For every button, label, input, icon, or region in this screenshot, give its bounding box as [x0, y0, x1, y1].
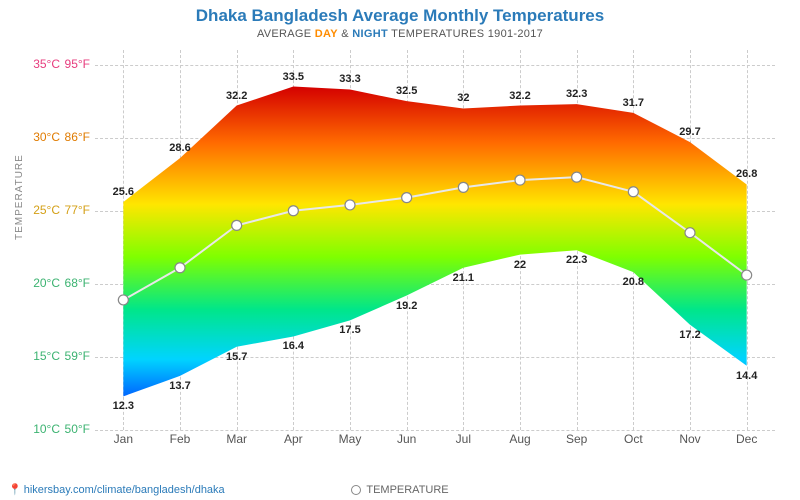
low-value-label: 12.3 — [113, 400, 134, 412]
subtitle-day: DAY — [315, 28, 338, 40]
high-value-label: 29.7 — [679, 126, 700, 138]
avg-marker — [685, 228, 695, 238]
high-value-label: 28.6 — [169, 142, 190, 154]
avg-marker — [402, 193, 412, 203]
subtitle-suffix: TEMPERATURES 1901-2017 — [388, 28, 543, 40]
legend-label: TEMPERATURE — [366, 484, 448, 496]
high-value-label: 31.7 — [623, 97, 644, 109]
high-value-label: 32 — [457, 92, 469, 104]
chart-title: Dhaka Bangladesh Average Monthly Tempera… — [0, 0, 800, 26]
x-tick: Dec — [736, 432, 757, 446]
subtitle-prefix: AVERAGE — [257, 28, 315, 40]
avg-marker — [458, 182, 468, 192]
range-chart-svg — [95, 50, 775, 430]
x-tick: Jun — [397, 432, 416, 446]
plot-area: 25.6 28.6 32.2 33.5 33.3 32.5 32 32.2 32.3 31.7 29… — [95, 50, 775, 430]
avg-marker — [742, 270, 752, 280]
low-value-label: 17.5 — [339, 324, 360, 336]
low-value-label: 22 — [514, 259, 526, 271]
high-value-label: 33.3 — [339, 73, 360, 85]
low-value-label: 16.4 — [283, 340, 304, 352]
high-value-label: 26.8 — [736, 168, 757, 180]
avg-marker — [515, 175, 525, 185]
x-tick: Feb — [170, 432, 191, 446]
x-tick: Oct — [624, 432, 643, 446]
x-tick: Sep — [566, 432, 587, 446]
x-tick: Aug — [509, 432, 530, 446]
low-value-label: 13.7 — [169, 380, 190, 392]
y-tick: 15°C59°F — [32, 349, 90, 363]
high-value-label: 32.2 — [509, 90, 530, 102]
avg-marker — [232, 220, 242, 230]
low-value-label: 17.2 — [679, 329, 700, 341]
high-value-label: 32.3 — [566, 88, 587, 100]
subtitle-amp: & — [338, 28, 352, 40]
chart-subtitle: AVERAGE DAY & NIGHT TEMPERATURES 1901-20… — [0, 28, 800, 40]
x-tick: Apr — [284, 432, 303, 446]
avg-marker — [118, 295, 128, 305]
h-gridline — [95, 430, 775, 431]
low-value-label: 21.1 — [453, 272, 474, 284]
low-value-label: 22.3 — [566, 254, 587, 266]
avg-marker — [345, 200, 355, 210]
legend-marker-icon — [351, 485, 361, 495]
x-tick: Mar — [226, 432, 247, 446]
avg-marker — [572, 172, 582, 182]
low-value-label: 20.8 — [623, 276, 644, 288]
y-axis-label: TEMPERATURE — [14, 154, 25, 240]
subtitle-night: NIGHT — [352, 28, 388, 40]
y-tick: 25°C77°F — [32, 203, 90, 217]
high-value-label: 33.5 — [283, 71, 304, 83]
y-tick: 35°C95°F — [32, 57, 90, 71]
x-tick: Jan — [114, 432, 133, 446]
y-tick: 30°C86°F — [32, 130, 90, 144]
high-value-label: 32.5 — [396, 85, 417, 97]
low-value-label: 14.4 — [736, 370, 757, 382]
x-tick: Jul — [456, 432, 471, 446]
x-tick: May — [339, 432, 362, 446]
high-value-label: 32.2 — [226, 90, 247, 102]
map-pin-icon: 📍 — [8, 483, 22, 496]
avg-marker — [628, 187, 638, 197]
y-tick: 10°C50°F — [32, 422, 90, 436]
avg-marker — [288, 206, 298, 216]
source-link[interactable]: 📍hikersbay.com/climate/bangladesh/dhaka — [8, 483, 225, 496]
low-value-label: 15.7 — [226, 351, 247, 363]
avg-marker — [175, 263, 185, 273]
high-value-label: 25.6 — [113, 186, 134, 198]
low-value-label: 19.2 — [396, 300, 417, 312]
y-tick: 20°C68°F — [32, 276, 90, 290]
source-url: hikersbay.com/climate/bangladesh/dhaka — [24, 484, 225, 496]
x-tick: Nov — [679, 432, 700, 446]
